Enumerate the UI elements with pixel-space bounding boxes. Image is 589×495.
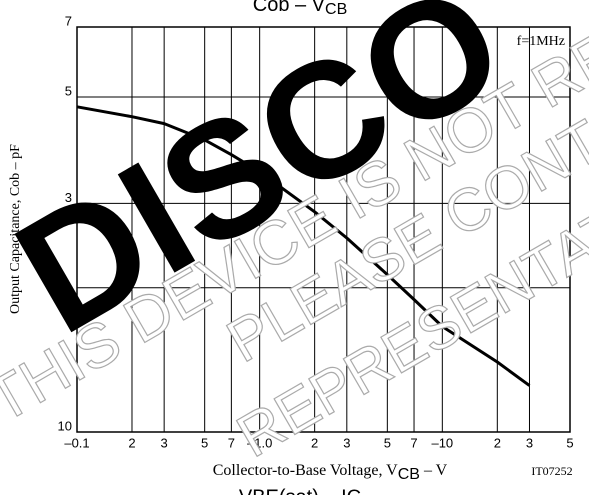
x-axis-label: Collector-to-Base Voltage, VCB – V bbox=[213, 462, 448, 484]
x-tick-label: 3 bbox=[526, 435, 533, 450]
x-tick-label: 5 bbox=[566, 435, 573, 450]
y-tick-label: 10 bbox=[58, 418, 72, 433]
x-label-end: – V bbox=[420, 462, 448, 479]
x-tick-label: –0.1 bbox=[64, 435, 89, 450]
plot-frame bbox=[76, 26, 571, 433]
x-tick-label: 5 bbox=[384, 435, 391, 450]
x-label-main: Collector-to-Base Voltage, V bbox=[213, 462, 398, 479]
x-tick-label: 2 bbox=[494, 435, 501, 450]
annotation: f=1MHz bbox=[517, 34, 565, 49]
x-tick-label: 2 bbox=[311, 435, 318, 450]
y-tick-label: 5 bbox=[65, 83, 72, 98]
x-tick-label: 7 bbox=[228, 435, 235, 450]
x-tick-label: –10 bbox=[431, 435, 453, 450]
chart-title: Cob – VCB bbox=[253, 0, 348, 18]
title-sub: CB bbox=[325, 1, 347, 18]
x-label-sub: CB bbox=[398, 466, 420, 483]
x-tick-label: 3 bbox=[343, 435, 350, 450]
x-tick-label: 7 bbox=[410, 435, 417, 450]
y-tick-label: 7 bbox=[65, 13, 72, 28]
x-tick-label: 5 bbox=[201, 435, 208, 450]
figure-id: IT07252 bbox=[531, 464, 572, 478]
y-tick-label: 3 bbox=[65, 190, 72, 205]
next-title: VBE(sat) – IC bbox=[239, 486, 361, 495]
x-tick-label: 2 bbox=[128, 435, 135, 450]
data-line bbox=[76, 105, 531, 387]
x-tick-label: 3 bbox=[161, 435, 168, 450]
y-axis-label: Output Capacitance, Cob – pF bbox=[8, 144, 23, 314]
title-main: Cob – V bbox=[253, 0, 326, 16]
x-tick-label: –1.0 bbox=[247, 435, 272, 450]
